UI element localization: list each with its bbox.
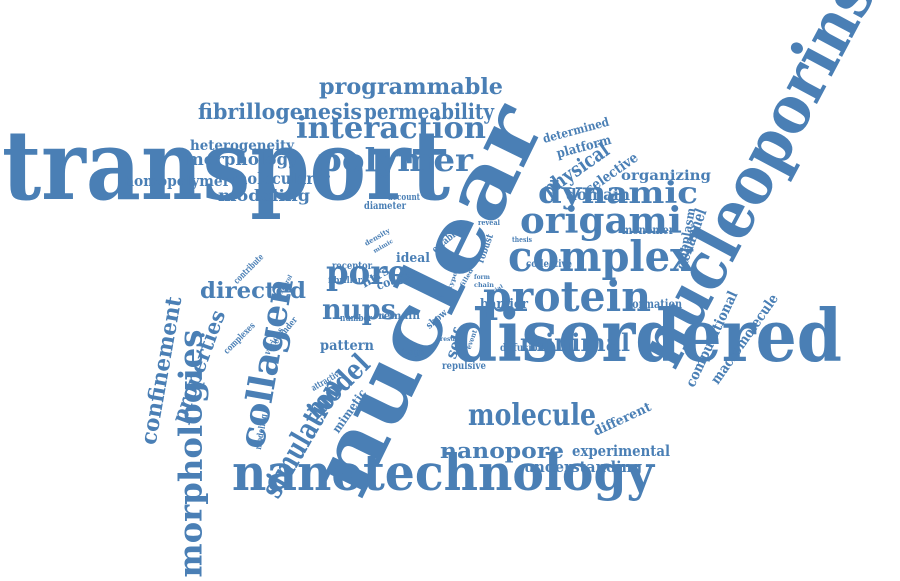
- word-origami: origami: [520, 200, 682, 243]
- word-account: account: [388, 192, 420, 203]
- word-fibrillogenesis: fibrillogenesis: [198, 99, 362, 125]
- word-diameter: diameter: [364, 201, 406, 212]
- word-transport: transport: [2, 109, 450, 223]
- word-nups: nups: [322, 292, 396, 326]
- word-diffusion: diffusion: [500, 343, 544, 354]
- word-pattern: pattern: [320, 337, 374, 354]
- word-thesis: thesis: [512, 235, 532, 245]
- word-receptor: receptor: [332, 261, 372, 272]
- word-formation: formation: [628, 297, 682, 312]
- word-programmable: programmable: [319, 74, 503, 101]
- word-chain: chain: [474, 282, 494, 290]
- word-modeling: modeling: [218, 186, 310, 206]
- word-remain: remain: [378, 311, 420, 322]
- word-monomer: monomer: [622, 223, 674, 238]
- word-molecule: molecule: [468, 398, 596, 433]
- word-disordered: disordered: [452, 293, 842, 379]
- word-data: data: [430, 293, 444, 299]
- word-permeability: permeability: [364, 99, 494, 125]
- word-interaction: interaction: [296, 111, 486, 146]
- word-different: different: [591, 399, 654, 440]
- word-molecular: molecular: [232, 169, 314, 189]
- word-collective: collective: [526, 259, 572, 270]
- word-repulsive: repulsive: [442, 361, 486, 372]
- word-dynamic: dynamic: [538, 176, 698, 211]
- word-complex: complex: [508, 232, 694, 282]
- word-nanotechnology: nanotechnology: [232, 443, 654, 502]
- word-protein: protein: [483, 272, 651, 322]
- word-reveal: reveal: [478, 218, 500, 228]
- word-barrier: barrier: [480, 296, 528, 312]
- word-homopolymer: homopolymer: [124, 172, 230, 190]
- word-nanopore: nanopore: [440, 438, 564, 464]
- word-result: result: [440, 336, 460, 344]
- word-organizing: organizing: [621, 167, 711, 184]
- word-morphology: morphology: [186, 150, 298, 171]
- word-form: form: [474, 274, 490, 282]
- word-polymer: polymer: [318, 141, 473, 180]
- word-number: number: [340, 313, 372, 324]
- word-ideal: ideal: [396, 250, 430, 266]
- word-fibrillar: fibrillar: [328, 275, 362, 286]
- word-minimal: minimal: [520, 327, 630, 357]
- word-cell: cell: [444, 299, 456, 305]
- word-directed: directed: [200, 278, 306, 305]
- word-understanding: understanding: [524, 458, 642, 476]
- word-experimental: experimental: [572, 442, 670, 460]
- word-heterogeneity: heterogeneity: [190, 137, 294, 154]
- word-design: design: [400, 347, 424, 358]
- word-pore: pore: [326, 252, 408, 293]
- word-domain: domain: [566, 185, 630, 205]
